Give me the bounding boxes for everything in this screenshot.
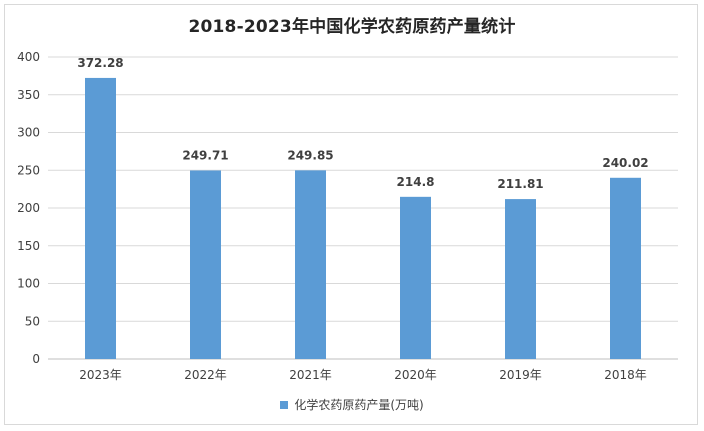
bar	[85, 77, 116, 360]
data-label: 249.71	[182, 148, 228, 162]
data-label: 240.02	[602, 156, 648, 170]
y-tick-label: 250	[17, 163, 40, 177]
y-tick-label: 0	[32, 352, 40, 366]
data-label: 249.85	[287, 148, 333, 162]
legend-swatch	[280, 400, 289, 409]
legend-label: 化学农药原药产量(万吨)	[294, 398, 424, 412]
y-tick-label: 100	[17, 277, 40, 291]
data-label: 214.8	[397, 175, 435, 189]
x-tick-label: 2019年	[499, 368, 542, 382]
legend: 化学农药原药产量(万吨)	[0, 396, 704, 413]
bar	[295, 170, 326, 359]
chart-title: 2018-2023年中国化学农药原药产量统计	[188, 17, 516, 37]
bar	[190, 170, 221, 359]
y-tick-label: 400	[17, 50, 40, 64]
x-tick-label: 2022年	[184, 368, 227, 382]
x-tick-label: 2023年	[79, 368, 122, 382]
y-tick-label: 300	[17, 126, 40, 140]
x-tick-label: 2018年	[604, 368, 647, 382]
bar	[505, 199, 536, 359]
bar	[610, 177, 641, 359]
x-tick-label: 2021年	[289, 368, 332, 382]
y-tick-label: 350	[17, 88, 40, 102]
chart-frame	[4, 4, 698, 425]
x-tick-label: 2020年	[394, 368, 437, 382]
data-label: 211.81	[497, 177, 543, 191]
data-label: 372.28	[77, 56, 123, 70]
y-tick-label: 200	[17, 201, 40, 215]
bar	[400, 196, 431, 359]
y-tick-label: 150	[17, 239, 40, 253]
y-tick-label: 50	[25, 314, 40, 328]
